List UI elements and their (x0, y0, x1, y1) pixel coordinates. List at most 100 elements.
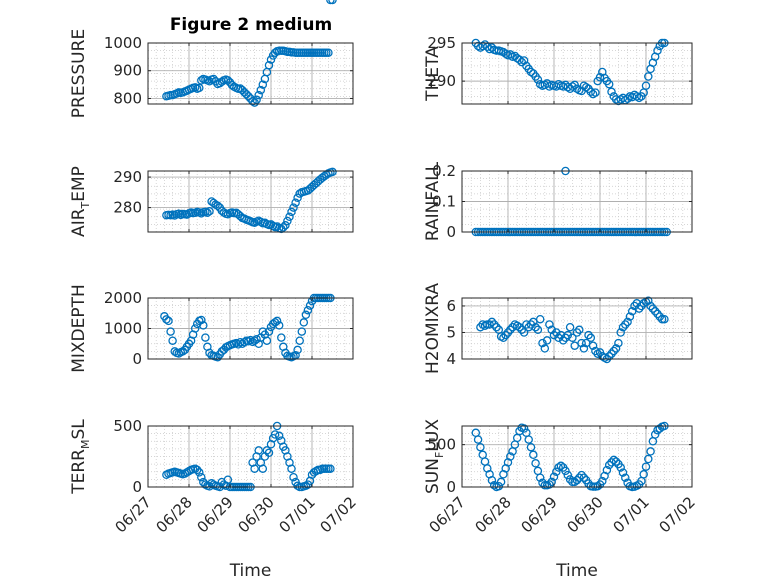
data-point (609, 346, 619, 356)
data-point (236, 337, 245, 347)
minor-grid (462, 298, 692, 359)
data-point (506, 50, 515, 59)
data-point (653, 309, 662, 319)
y-tick-label: 500 (113, 417, 142, 435)
data-point (480, 40, 490, 49)
axes-frame (461, 42, 693, 105)
data-point (607, 87, 616, 97)
data-point (623, 317, 632, 327)
data-point (529, 317, 538, 327)
data-point (545, 480, 554, 489)
data-point (166, 327, 175, 336)
data-point (572, 84, 582, 94)
data-point (295, 336, 304, 345)
y-axis-label-subscript: T (79, 201, 92, 209)
data-point (604, 460, 614, 470)
data-point (577, 338, 586, 348)
data-point (270, 430, 280, 439)
data-point (602, 465, 612, 475)
y-tick-label: 900 (113, 62, 142, 80)
data-point (231, 338, 241, 348)
subplot-mixdepth: 0 1000 2000 MIXDEPTH (69, 284, 354, 373)
y-axis-label-main: PRESSURE (69, 29, 89, 118)
data-point (494, 481, 504, 491)
axes-frame (147, 425, 354, 488)
data-point (499, 333, 508, 343)
data-point (570, 477, 579, 487)
data-point (641, 462, 651, 471)
data-point (618, 322, 628, 332)
data-point (496, 477, 506, 487)
data-point (524, 435, 533, 444)
axis-ticks (461, 426, 693, 488)
data-point (609, 455, 619, 465)
data-point (625, 312, 635, 321)
major-grid (462, 43, 692, 104)
data-point (168, 336, 177, 345)
axes-frame (147, 170, 354, 233)
data-point (526, 320, 536, 329)
data-point (586, 87, 596, 97)
data-point (285, 212, 294, 222)
data-point (621, 320, 630, 329)
data-point (529, 450, 538, 460)
y-tick-label: 1000 (104, 34, 142, 52)
x-axis-label: Time (555, 561, 598, 581)
data-point (289, 203, 298, 212)
data-point (217, 77, 227, 87)
data-point (531, 322, 540, 332)
data-point (531, 459, 540, 468)
y-axis-label: TERRMSL (69, 419, 92, 495)
data-point (213, 201, 222, 211)
data-point (328, 0, 337, 5)
data-point (572, 328, 582, 337)
data-point (577, 470, 586, 480)
data-point (579, 473, 589, 482)
major-grid (462, 171, 692, 232)
data-point (568, 477, 577, 487)
data-point (644, 296, 653, 305)
data-point (195, 468, 204, 477)
y-axis-label: THETA (423, 46, 443, 102)
data-point (492, 322, 501, 332)
data-point (611, 457, 621, 466)
data-point (293, 193, 302, 203)
data-point (277, 333, 286, 342)
data-point (287, 464, 296, 473)
y-axis-label-main: MIXDEPTH (69, 284, 89, 373)
data-point (190, 324, 200, 333)
data-point (660, 314, 669, 324)
data-point (223, 76, 233, 85)
y-tick-label: 0 (446, 478, 456, 496)
data-point (487, 475, 497, 485)
data-point (595, 73, 605, 82)
data-point (575, 325, 584, 335)
data-point (197, 472, 206, 482)
data-point (223, 475, 233, 484)
data-point (593, 481, 602, 491)
y-tick-label: 800 (113, 89, 142, 107)
data-point (515, 55, 524, 65)
data-point (632, 92, 642, 101)
data-point (623, 94, 632, 103)
series-points (471, 38, 669, 106)
data-point (266, 55, 276, 64)
data-point (272, 316, 282, 326)
y-axis-label-main: TERR (69, 449, 89, 495)
y-axis-label-main: H2OMIXRA (423, 283, 443, 374)
axes-frame (147, 42, 354, 105)
data-point (283, 216, 292, 226)
data-point (634, 93, 644, 103)
data-point (588, 89, 598, 99)
data-point (565, 322, 575, 332)
data-point (535, 314, 545, 324)
data-point (262, 336, 272, 345)
data-point (655, 424, 665, 433)
data-point (291, 198, 300, 207)
data-point (264, 60, 274, 70)
y-tick-label: 4 (446, 350, 456, 368)
data-point (614, 338, 623, 348)
y-axis-label: SUNFLUX (423, 419, 446, 494)
y-axis-label-subscript: F (433, 452, 446, 458)
minor-grid (148, 426, 353, 487)
